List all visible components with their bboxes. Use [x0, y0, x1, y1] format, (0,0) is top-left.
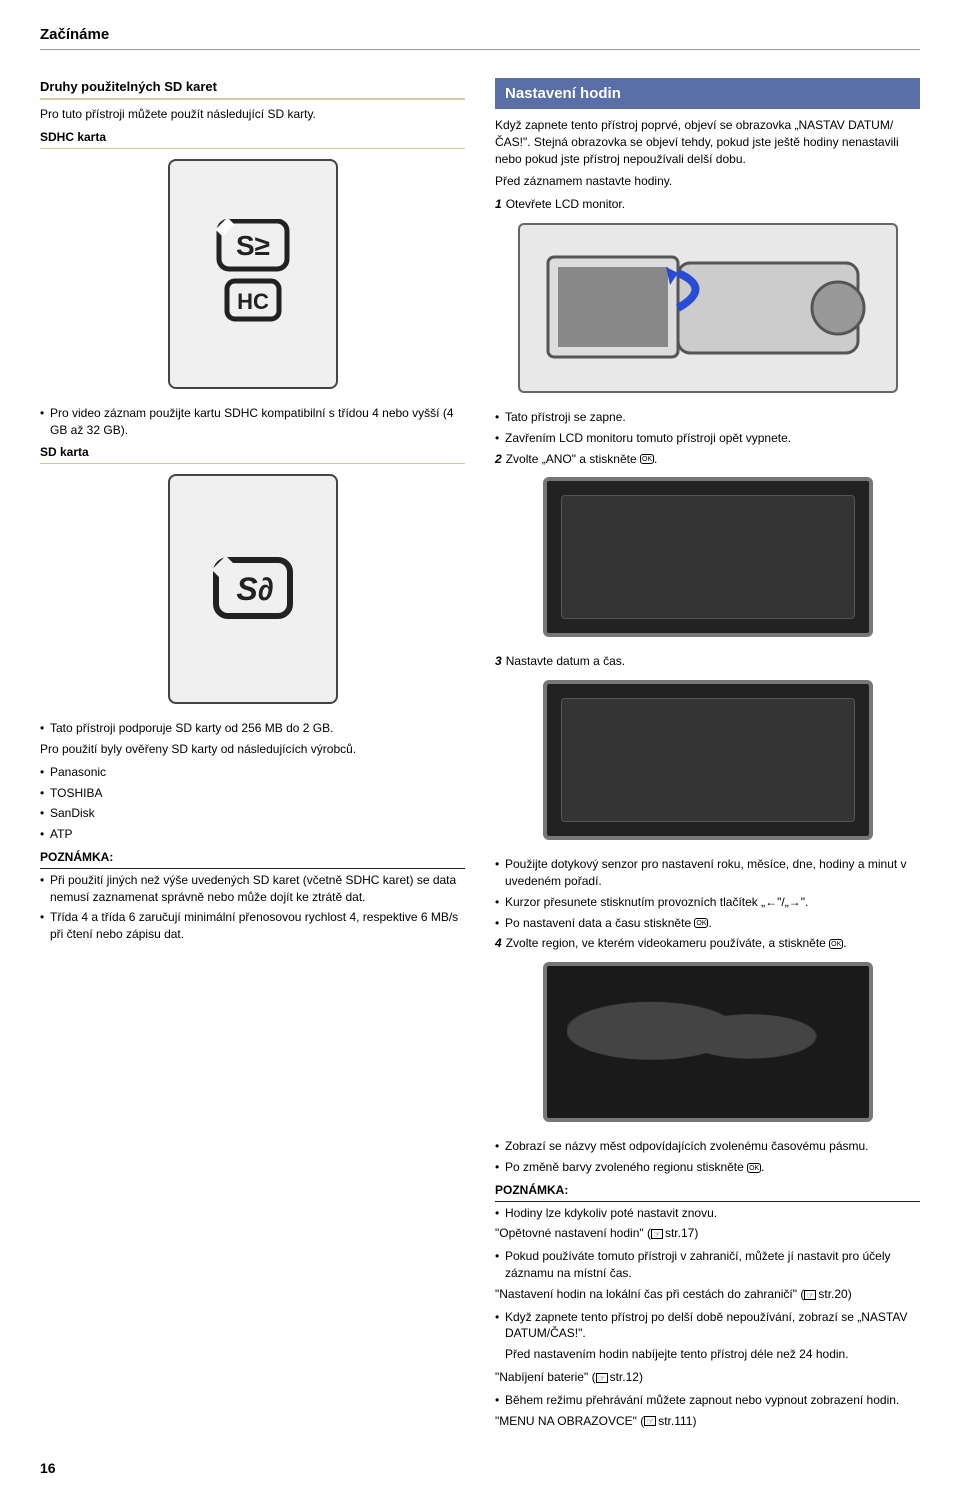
step-1: 1 Otevřete LCD monitor. [495, 196, 920, 213]
right-note-list: Během režimu přehrávání můžete zapnout n… [495, 1392, 920, 1409]
svg-text:S∂: S∂ [236, 571, 273, 607]
step-number: 2 [495, 452, 502, 466]
step-3-text: Nastavte datum a čas. [506, 654, 625, 668]
camera-icon [528, 233, 888, 383]
reference-icon: ☞ [644, 1416, 656, 1426]
ref-quote: "Nabíjení baterie" [495, 1370, 588, 1384]
step-3: 3 Nastavte datum a čas. [495, 653, 920, 670]
post-step-notes: Zobrazí se názvy měst odpovídajících zvo… [495, 1138, 920, 1176]
ref-line: "Nastavení hodin na lokální čas při cest… [495, 1286, 920, 1303]
brand-item: Panasonic [40, 764, 465, 781]
brand-list: Panasonic TOSHIBA SanDisk ATP [40, 764, 465, 843]
step-number: 3 [495, 654, 502, 668]
clock-intro-2: Před záznamem nastavte hodiny. [495, 173, 920, 190]
svg-text:HC: HC [237, 289, 269, 314]
step-number: 4 [495, 936, 502, 950]
sd-verified-intro: Pro použití byly ověřeny SD karty od nás… [40, 741, 465, 758]
right-note-subline: Před nastavením hodin nabíjejte tento př… [495, 1346, 920, 1363]
step3-note-text: Po nastavení data a času stiskněte [505, 916, 694, 930]
sdhc-label: SDHC karta [40, 129, 465, 149]
page-header: Začínáme [40, 24, 920, 50]
step-4: 4 Zvolte region, ve kterém videokameru po… [495, 935, 920, 952]
sd-types-title: Druhy použitelných SD karet [40, 78, 465, 100]
post-note: Po změně barvy zvoleného regionu stiskně… [495, 1159, 920, 1176]
step3-note: Kurzor přesunete stisknutím provozních t… [495, 894, 920, 911]
right-note-item: Když zapnete tento přístroj po delší dob… [495, 1309, 920, 1343]
step3-note: Použijte dotykový senzor pro nastavení r… [495, 856, 920, 890]
reference-icon: ☞ [651, 1229, 663, 1239]
sd-support-list: Tato přístroji podporuje SD karty od 256… [40, 720, 465, 737]
step3-notes: Použijte dotykový senzor pro nastavení r… [495, 856, 920, 931]
sdhc-logo-icon: S≥ HC [213, 219, 293, 329]
post-note: Zobrazí se názvy měst odpovídajících zvo… [495, 1138, 920, 1155]
ref-line: "Opětovné nastavení hodin" (☞str.17) [495, 1225, 920, 1242]
ok-button-icon: OK [640, 454, 654, 464]
camera-open-lcd-illustration [518, 223, 898, 393]
page-number: 16 [40, 1459, 920, 1479]
left-note-item: Třída 4 a třída 6 zaručují minimální pře… [40, 909, 465, 943]
lcd-region-map-illustration [543, 962, 873, 1122]
sd-card-illustration: S∂ [168, 474, 338, 704]
right-note-item: Pokud používáte tomuto přístroji v zahra… [495, 1248, 920, 1282]
lcd-confirm-illustration [543, 477, 873, 637]
sdhc-card-illustration: S≥ HC [168, 159, 338, 389]
right-note-list: Pokud používáte tomuto přístroji v zahra… [495, 1248, 920, 1282]
lcd-datetime-illustration [543, 680, 873, 840]
sd-intro: Pro tuto přístroji můžete použít následu… [40, 106, 465, 123]
reference-icon: ☞ [804, 1290, 816, 1300]
sd-logo-icon: S∂ [208, 554, 298, 624]
right-column: Nastavení hodin Když zapnete tento příst… [495, 78, 920, 1435]
ref-quote: "Opětovné nastavení hodin" [495, 1226, 644, 1240]
sd-support-note: Tato přístroji podporuje SD karty od 256… [40, 720, 465, 737]
left-column: Druhy použitelných SD karet Pro tuto pří… [40, 78, 465, 1435]
left-note-item: Při použití jiných než výše uvedených SD… [40, 872, 465, 906]
sd-label: SD karta [40, 444, 465, 464]
ref-page: str.12 [610, 1370, 639, 1384]
svg-text:S≥: S≥ [235, 230, 269, 261]
step-2-text: Zvolte „ANO" a stiskněte [506, 452, 640, 466]
brand-item: ATP [40, 826, 465, 843]
ok-button-icon: OK [694, 918, 708, 928]
sdhc-note-list: Pro video záznam použijte kartu SDHC kom… [40, 405, 465, 439]
post-note-text: Po změně barvy zvoleného regionu stiskně… [505, 1160, 747, 1174]
right-note-item: Hodiny lze kdykoliv poté nastavit znovu. [495, 1205, 920, 1222]
ref-line: "Nabíjení baterie" (☞str.12) [495, 1369, 920, 1386]
two-column-layout: Druhy použitelných SD karet Pro tuto pří… [40, 78, 920, 1435]
reference-icon: ☞ [596, 1373, 608, 1383]
right-note-list: Když zapnete tento přístroj po delší dob… [495, 1309, 920, 1343]
left-note-list: Při použití jiných než výše uvedených SD… [40, 872, 465, 943]
step-number: 1 [495, 197, 502, 211]
note-label-right: POZNÁMKA: [495, 1182, 920, 1202]
right-note-list: Hodiny lze kdykoliv poté nastavit znovu. [495, 1205, 920, 1222]
step3-note: Po nastavení data a času stiskněte OK. [495, 915, 920, 932]
right-note-item: Během režimu přehrávání můžete zapnout n… [495, 1392, 920, 1409]
ref-page: str.20 [818, 1287, 847, 1301]
brand-item: SanDisk [40, 805, 465, 822]
step1-note: Zavřením LCD monitoru tomuto přístroji o… [495, 430, 920, 447]
step-2: 2Zvolte „ANO" a stiskněte OK. [495, 451, 920, 468]
ok-button-icon: OK [747, 1163, 761, 1173]
ref-quote: "Nastavení hodin na lokální čas při cest… [495, 1287, 797, 1301]
note-label-left: POZNÁMKA: [40, 849, 465, 869]
step-4-text: Zvolte region, ve kterém videokameru pou… [506, 936, 830, 950]
brand-item: TOSHIBA [40, 785, 465, 802]
sdhc-note: Pro video záznam použijte kartu SDHC kom… [40, 405, 465, 439]
ok-button-icon: OK [829, 939, 843, 949]
step1-notes: Tato přístroji se zapne. Zavřením LCD mo… [495, 409, 920, 447]
step-1-text: Otevřete LCD monitor. [506, 197, 625, 211]
ref-line: "MENU NA OBRAZOVCE" (☞str.111) [495, 1413, 920, 1430]
step1-note: Tato přístroji se zapne. [495, 409, 920, 426]
ref-page: str.17 [665, 1226, 694, 1240]
clock-intro-1: Když zapnete tento přístroj poprvé, obje… [495, 117, 920, 167]
clock-settings-title: Nastavení hodin [495, 78, 920, 109]
